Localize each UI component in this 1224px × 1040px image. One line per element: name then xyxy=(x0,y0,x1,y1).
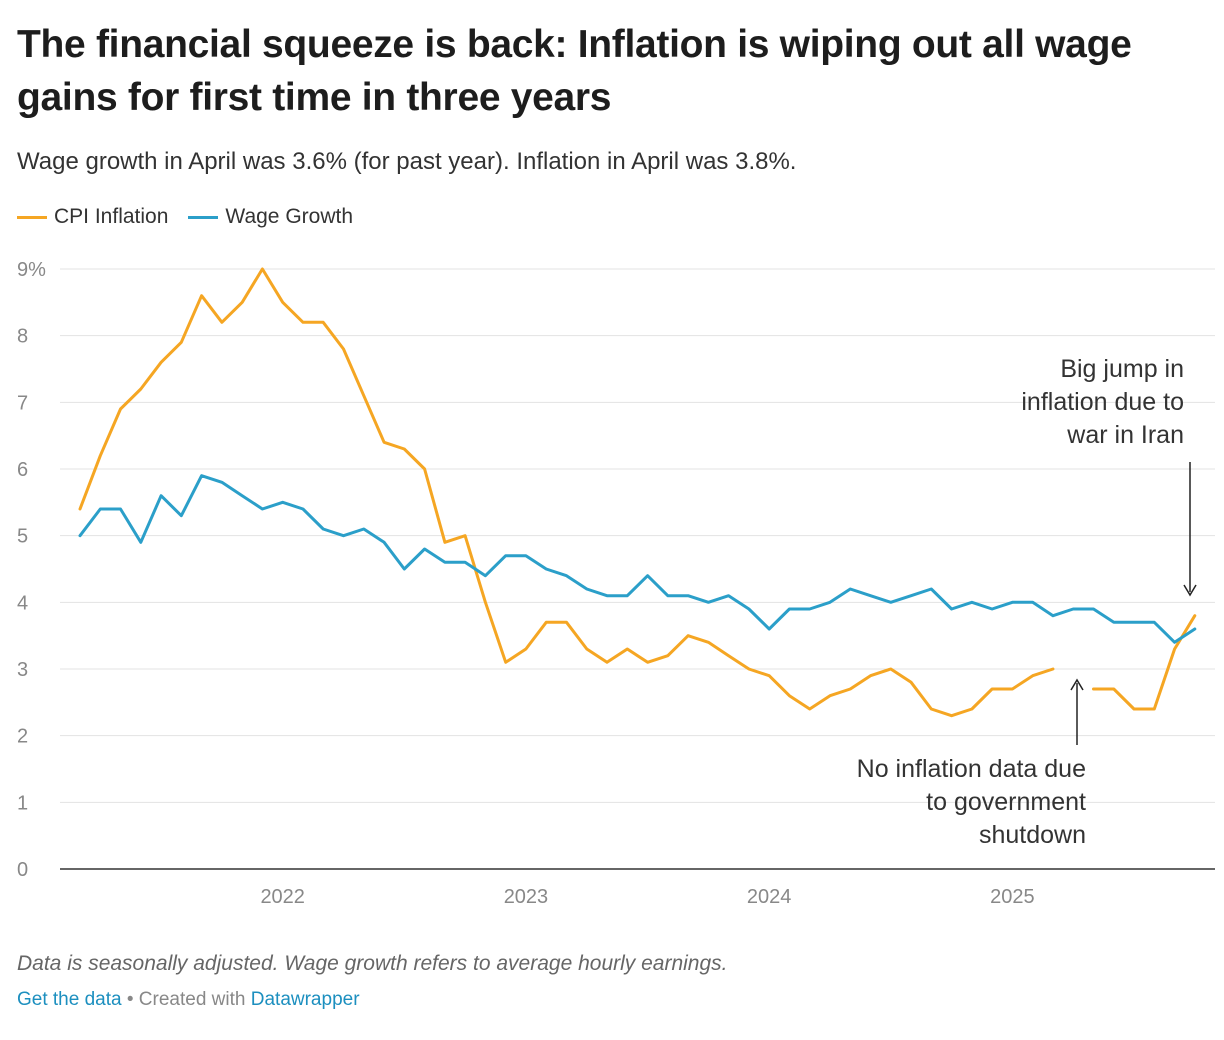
get-the-data-link[interactable]: Get the data xyxy=(17,989,122,1010)
legend-swatch-wage xyxy=(188,215,219,219)
series-lines xyxy=(78,267,1197,718)
y-tick-label: 6 xyxy=(17,459,28,481)
y-tick-label: 2 xyxy=(17,726,28,748)
created-with-text: Created with xyxy=(138,989,251,1010)
y-tick-label: 3 xyxy=(17,659,28,681)
series-wage-growth xyxy=(78,474,1197,644)
chart-subtitle: Wage growth in April was 3.6% (for past … xyxy=(17,148,797,175)
y-tick-label: 4 xyxy=(17,592,28,614)
y-tick-label: 1 xyxy=(17,792,28,814)
y-tick-label: 0 xyxy=(17,859,28,881)
datawrapper-link[interactable]: Datawrapper xyxy=(250,989,360,1010)
legend-swatch-cpi xyxy=(17,215,47,219)
chart-notes: Data is seasonally adjusted. Wage growth… xyxy=(17,952,728,975)
x-axis-ticks: 20222023202420252026 xyxy=(260,886,1035,908)
legend-item-wage: Wage Growth xyxy=(188,203,353,231)
wage-line xyxy=(78,474,1197,644)
cpi-line xyxy=(78,267,1055,718)
annotation-text-iran: war in Iran xyxy=(1066,421,1184,449)
x-tick-label: 2025 xyxy=(990,886,1035,908)
footer-separator: • xyxy=(121,989,139,1010)
x-tick-label: 2024 xyxy=(747,886,792,908)
annotation-text-shutdown: shutdown xyxy=(979,821,1086,849)
annotation-text-shutdown: No inflation data due xyxy=(857,755,1086,783)
legend-label-cpi: CPI Inflation xyxy=(54,205,169,228)
x-tick-label: 2022 xyxy=(260,886,305,908)
chart-title: The financial squeeze is back: Inflation… xyxy=(17,23,1132,119)
annotation-text-iran: Big jump in xyxy=(1060,355,1184,383)
y-tick-label: 5 xyxy=(17,526,28,548)
y-axis-ticks: 0 1 2 3 4 5 6 7 8 9% xyxy=(17,259,46,881)
cpi-line xyxy=(1092,614,1197,711)
annotation-text-iran: inflation due to xyxy=(1021,388,1184,416)
y-tick-label: 8 xyxy=(17,326,28,348)
arrowhead-shutdown xyxy=(1070,678,1084,691)
x-tick-label: 2023 xyxy=(504,886,549,908)
y-tick-label: 9% xyxy=(17,259,46,281)
legend-label-wage: Wage Growth xyxy=(225,205,354,228)
series-cpi-inflation xyxy=(78,267,1197,718)
footer: Get the data • Created with Datawrapper xyxy=(17,987,360,1013)
legend-item-cpi: CPI Inflation xyxy=(17,203,168,231)
annotations: Big jump in inflation due to war in Iran No… xyxy=(857,355,1197,849)
annotation-text-shutdown: to government xyxy=(926,788,1086,816)
arrowhead-iran xyxy=(1183,584,1197,597)
legend: CPI Inflation Wage Growth xyxy=(17,203,353,231)
y-tick-label: 7 xyxy=(17,392,28,414)
gridlines xyxy=(60,268,1215,870)
